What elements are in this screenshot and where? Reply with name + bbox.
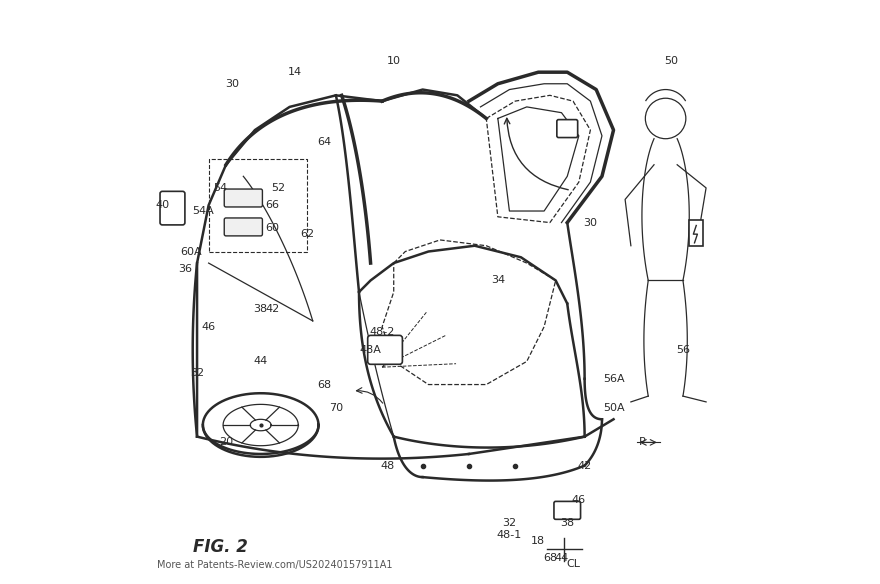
Text: 30: 30 — [224, 79, 238, 89]
Text: 64: 64 — [318, 137, 332, 147]
Text: 50: 50 — [664, 55, 678, 65]
Text: 48A: 48A — [360, 345, 382, 355]
Text: 54: 54 — [213, 183, 227, 193]
Text: CL: CL — [566, 559, 580, 569]
Text: 42: 42 — [577, 461, 591, 471]
FancyBboxPatch shape — [368, 335, 402, 364]
Text: 14: 14 — [289, 67, 303, 77]
Text: 68: 68 — [318, 380, 332, 390]
Text: 66: 66 — [265, 200, 279, 210]
Text: 40: 40 — [155, 200, 170, 210]
Text: 32: 32 — [502, 519, 517, 529]
Text: 60A: 60A — [180, 246, 202, 256]
Bar — [689, 220, 703, 246]
Text: 42: 42 — [265, 304, 279, 314]
Text: 46: 46 — [572, 495, 586, 505]
FancyBboxPatch shape — [224, 218, 262, 236]
Text: 48-2: 48-2 — [370, 328, 395, 338]
FancyBboxPatch shape — [224, 189, 262, 207]
Text: 70: 70 — [329, 403, 343, 413]
Text: 52: 52 — [271, 183, 285, 193]
Text: 60: 60 — [265, 223, 279, 234]
Text: 20: 20 — [219, 437, 233, 447]
Text: 38: 38 — [561, 519, 575, 529]
Text: 48-1: 48-1 — [497, 530, 522, 540]
Text: 48: 48 — [381, 461, 395, 471]
Text: P: P — [639, 437, 646, 447]
Text: 68: 68 — [543, 553, 557, 563]
FancyBboxPatch shape — [160, 192, 185, 225]
Text: FIG. 2: FIG. 2 — [193, 537, 247, 555]
Text: 62: 62 — [300, 229, 314, 239]
Text: 34: 34 — [491, 276, 505, 286]
Text: 10: 10 — [386, 55, 400, 65]
Text: 18: 18 — [532, 536, 546, 545]
Text: 32: 32 — [190, 368, 204, 378]
Text: 56A: 56A — [603, 374, 624, 384]
Text: 38: 38 — [253, 304, 268, 314]
Text: 54A: 54A — [192, 206, 214, 216]
Text: 50A: 50A — [603, 403, 624, 413]
Text: More at Patents-Review.com/US20240157911A1: More at Patents-Review.com/US20240157911… — [157, 559, 392, 569]
Text: 36: 36 — [179, 264, 193, 274]
Text: 30: 30 — [583, 218, 598, 228]
Text: 44: 44 — [253, 356, 268, 366]
Text: 44: 44 — [554, 553, 568, 563]
Text: 56: 56 — [676, 345, 690, 355]
FancyBboxPatch shape — [557, 120, 577, 138]
Text: 46: 46 — [202, 322, 216, 332]
FancyBboxPatch shape — [554, 502, 581, 519]
